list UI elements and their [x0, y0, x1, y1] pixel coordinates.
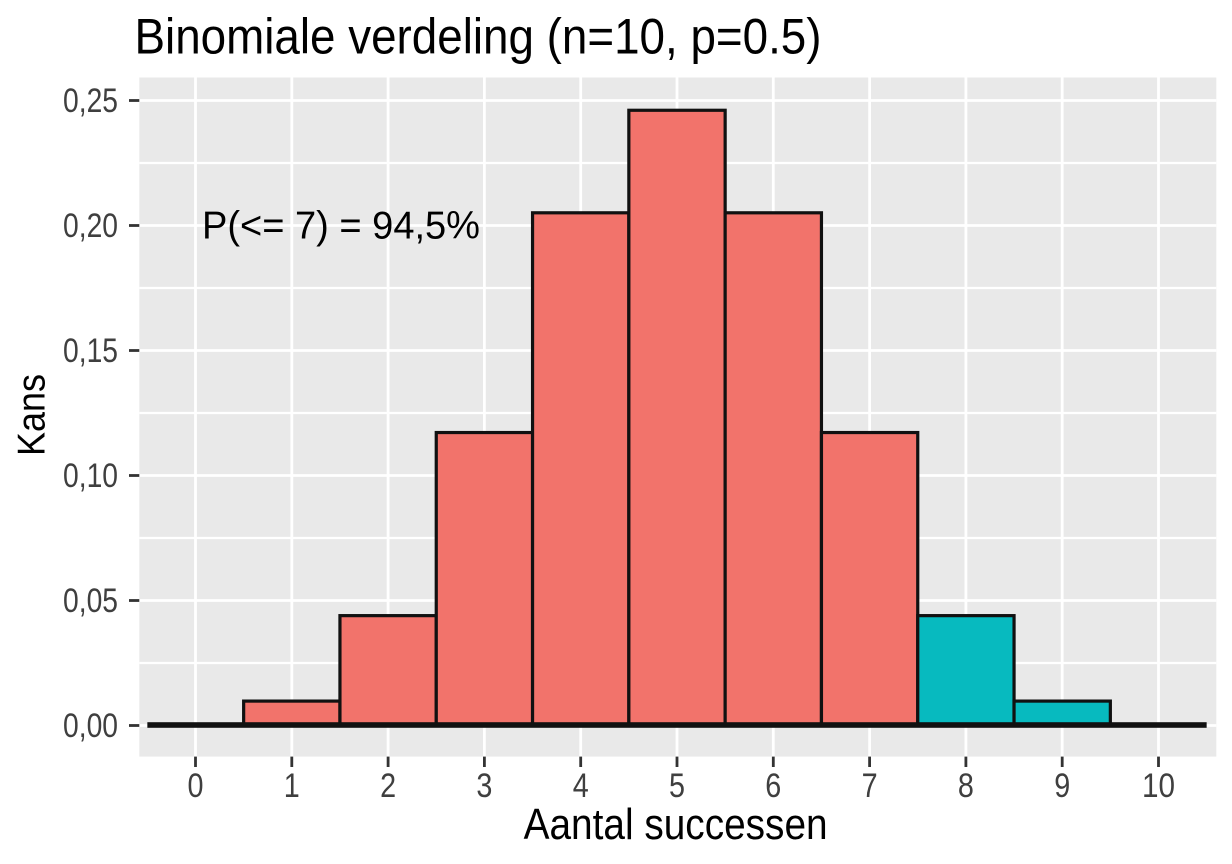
svg-text:4: 4	[573, 767, 589, 805]
svg-text:9: 9	[1054, 767, 1070, 805]
svg-text:1: 1	[284, 767, 300, 805]
svg-text:7: 7	[862, 767, 878, 805]
svg-text:Binomiale verdeling (n=10, p=0: Binomiale verdeling (n=10, p=0.5)	[135, 8, 822, 64]
svg-text:10: 10	[1142, 767, 1175, 805]
svg-text:0,20: 0,20	[63, 207, 118, 245]
svg-text:0,00: 0,00	[63, 707, 118, 745]
svg-text:0,05: 0,05	[63, 582, 118, 620]
svg-text:Aantal successen: Aantal successen	[524, 800, 828, 849]
svg-text:Kans: Kans	[11, 374, 54, 456]
svg-text:5: 5	[669, 767, 685, 805]
svg-text:0,15: 0,15	[63, 332, 118, 370]
svg-text:0,10: 0,10	[63, 457, 118, 495]
svg-text:6: 6	[765, 767, 781, 805]
svg-text:8: 8	[958, 767, 974, 805]
svg-text:0,25: 0,25	[63, 82, 118, 120]
svg-text:P(<= 7) = 94,5%: P(<= 7) = 94,5%	[202, 205, 480, 248]
svg-text:3: 3	[476, 767, 492, 805]
svg-text:0: 0	[188, 767, 204, 805]
svg-text:2: 2	[380, 767, 396, 805]
